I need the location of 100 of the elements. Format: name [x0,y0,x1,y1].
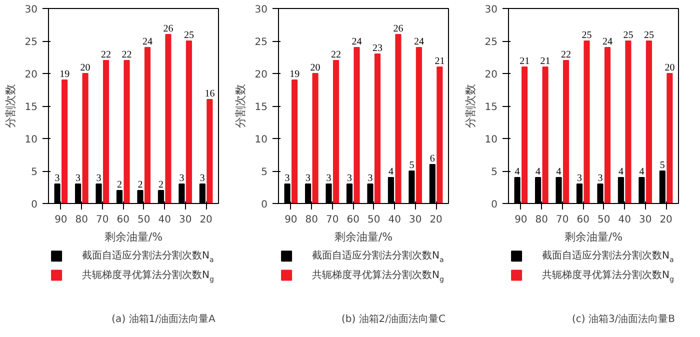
data-label: 3 [347,173,352,184]
x-axis-title: 剩余油量/% [104,230,163,244]
data-label: 3 [368,173,373,184]
y-tick-label: 25 [484,37,498,48]
data-label: 2 [158,180,164,190]
data-label: 3 [306,173,311,184]
data-label: 4 [388,166,394,178]
bar [666,73,673,204]
y-tick-label: 0 [31,200,38,210]
y-tick-label: 0 [261,200,268,210]
data-label: 21 [434,56,445,67]
data-label: 4 [639,166,644,178]
bar [292,80,298,204]
y-tick-label: 10 [254,134,268,146]
x-tick-label: 50 [138,214,150,226]
y-tick-label: 25 [254,37,268,48]
data-label: 2 [117,180,122,190]
bar [165,34,172,204]
bar [62,80,68,204]
data-label: 3 [96,173,102,184]
bar [522,66,528,204]
y-tick-label: 5 [491,167,498,178]
y-tick-label: 30 [254,4,268,16]
x-tick-label: 20 [660,214,672,226]
y-axis-title: 分割次数 [464,84,477,128]
y-tick-label: 5 [31,167,38,178]
data-label: 25 [644,30,654,41]
data-label: 24 [602,36,612,48]
data-label: 6 [430,154,435,164]
y-tick-label: 20 [24,70,38,80]
data-label: 21 [540,56,550,67]
data-label: 23 [372,43,382,54]
data-label: 19 [60,69,70,80]
y-tick-label: 20 [254,70,268,80]
data-label: 20 [310,62,320,74]
data-label: 3 [326,173,332,184]
x-tick-label: 60 [346,214,360,226]
data-label: 24 [142,36,152,48]
y-axis-title: 分割次数 [234,84,247,128]
x-tick-label: 90 [284,214,298,226]
x-tick-label: 70 [556,214,569,226]
data-label: 26 [393,24,404,34]
data-label: 16 [204,88,215,100]
x-tick-label: 20 [200,214,212,226]
data-label: 20 [80,62,90,74]
bar [436,66,443,204]
data-label: 24 [414,36,424,48]
data-label: 2 [138,180,143,190]
data-label: 19 [290,69,300,80]
bar [374,54,381,204]
bar [102,60,110,204]
y-tick-label: 10 [24,134,38,146]
x-tick-label: 20 [430,214,442,226]
bar [542,66,548,204]
text: (b) 油箱2/油面法向量C [341,312,446,325]
data-label: 21 [520,56,530,67]
x-axis-title: 剩余油量/% [334,230,393,244]
y-tick-label: 30 [24,4,38,16]
data-label: 22 [122,50,132,60]
x-tick-label: 80 [535,214,548,226]
data-label: 25 [184,30,194,41]
x-tick-label: 70 [326,214,339,226]
data-label: 22 [101,50,112,60]
y-tick-label: 15 [24,102,38,113]
y-tick-label: 30 [484,4,498,16]
x-tick-label: 80 [75,214,88,226]
x-tick-label: 30 [408,214,422,226]
x-tick-label: 90 [54,214,68,226]
text: (c) 油箱3/油面法向量B [572,312,676,325]
data-label: 3 [284,173,290,184]
x-tick-label: 40 [388,214,401,226]
bar [395,34,402,204]
bar [82,73,88,204]
data-label: 22 [331,50,342,60]
data-label: 3 [577,173,582,184]
bar [562,60,570,204]
data-label: 4 [536,166,541,178]
x-tick-label: 50 [598,214,610,226]
bar [584,40,590,204]
bar [206,99,213,204]
data-label: 5 [409,160,414,171]
y-axis-title: 分割次数 [4,84,17,128]
bar [144,47,151,204]
data-label: 22 [561,50,572,60]
y-tick-label: 20 [484,70,498,80]
y-tick-label: 15 [484,102,498,113]
y-tick-label: 15 [254,102,268,113]
x-tick-label: 60 [576,214,590,226]
bar [604,47,611,204]
bar [124,60,130,204]
x-tick-label: 50 [368,214,380,226]
y-tick-label: 0 [491,200,498,210]
data-label: 4 [514,166,520,178]
x-tick-label: 40 [158,214,171,226]
data-label: 3 [200,173,205,184]
y-tick-label: 10 [484,134,498,146]
x-tick-label: 40 [618,214,631,226]
text: (a) 油箱1/油面法向量A [112,312,216,325]
y-tick-label: 25 [24,37,38,48]
x-tick-label: 70 [96,214,109,226]
